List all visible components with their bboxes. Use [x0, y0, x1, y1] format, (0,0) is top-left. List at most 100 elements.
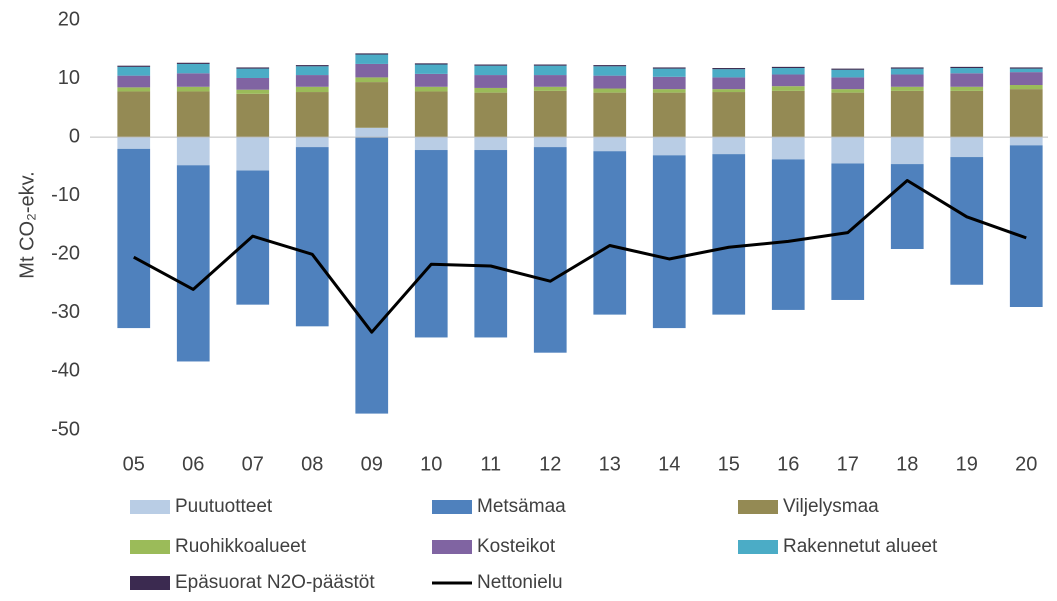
bar — [533, 86, 567, 91]
legend-label: Rakennetut alueet — [783, 536, 938, 557]
bar — [295, 86, 329, 93]
bar — [355, 127, 389, 138]
bar — [117, 91, 151, 138]
bar — [474, 87, 508, 93]
bar — [593, 75, 627, 89]
bar — [176, 62, 210, 64]
bar — [533, 65, 567, 76]
bar — [712, 154, 746, 315]
bar — [771, 74, 805, 87]
bar — [1009, 68, 1043, 73]
bar — [414, 91, 448, 138]
bar — [950, 137, 984, 158]
legend-label: Kosteikot — [477, 536, 556, 557]
x-tick-label: 12 — [539, 453, 561, 475]
bar — [1009, 89, 1043, 138]
y-tick-label: -10 — [51, 184, 80, 206]
bar — [652, 92, 686, 138]
bar — [1009, 85, 1043, 90]
y-tick-label: 20 — [58, 8, 80, 30]
bar — [176, 73, 210, 87]
bar — [890, 164, 924, 250]
bar — [593, 151, 627, 315]
legend-swatch — [130, 500, 170, 514]
bar — [652, 137, 686, 156]
x-tick-label: 14 — [658, 453, 680, 475]
legend-label: Puutuotteet — [175, 496, 273, 517]
bar — [533, 64, 567, 66]
bar — [890, 74, 924, 87]
bar — [117, 87, 151, 92]
x-tick-label: 07 — [242, 453, 264, 475]
x-tick-label: 20 — [1015, 453, 1037, 475]
bar — [712, 77, 746, 90]
bar — [652, 76, 686, 90]
bar — [176, 91, 210, 138]
bar — [355, 54, 389, 64]
bar — [712, 137, 746, 155]
bar — [414, 63, 448, 65]
x-tick-label: 15 — [718, 453, 740, 475]
y-axis-label: Mt CO₂-ekv. — [16, 171, 38, 278]
x-tick-label: 05 — [123, 453, 145, 475]
y-tick-label: -20 — [51, 243, 80, 265]
legend-label: Epäsuorat N2O-päästöt — [175, 572, 375, 593]
y-tick-label: -30 — [51, 301, 80, 323]
bar — [593, 137, 627, 152]
bar — [355, 137, 389, 414]
bar — [950, 68, 984, 74]
bar — [712, 92, 746, 138]
bar — [831, 69, 865, 78]
x-tick-label: 16 — [777, 453, 799, 475]
bar — [355, 53, 389, 55]
bar — [533, 90, 567, 138]
x-tick-label: 17 — [837, 453, 859, 475]
bar — [950, 66, 984, 69]
bar — [414, 73, 448, 87]
bar — [474, 64, 508, 66]
bar — [236, 77, 270, 90]
bar — [652, 89, 686, 93]
y-tick-label: -50 — [51, 418, 80, 440]
bar — [295, 65, 329, 67]
bar — [1009, 67, 1043, 69]
bar — [474, 75, 508, 88]
bar — [890, 67, 924, 69]
bar — [414, 150, 448, 338]
bar — [295, 75, 329, 87]
bar — [771, 159, 805, 310]
legend-swatch — [130, 576, 170, 590]
y-tick-label: 0 — [69, 125, 80, 147]
bar — [236, 137, 270, 171]
bar — [771, 86, 805, 91]
x-tick-label: 10 — [420, 453, 442, 475]
bar — [831, 92, 865, 138]
bar — [176, 165, 210, 362]
legend-swatch — [738, 500, 778, 514]
bar — [712, 69, 746, 78]
bar — [295, 147, 329, 327]
bar — [117, 66, 151, 76]
legend-label: Ruohikkoalueet — [175, 536, 307, 557]
bar — [236, 68, 270, 78]
legend-swatch — [130, 540, 170, 554]
bar — [712, 89, 746, 93]
bar — [771, 90, 805, 138]
bar — [831, 137, 865, 164]
bar — [890, 86, 924, 91]
bar — [533, 137, 567, 148]
bar — [831, 89, 865, 93]
bar — [831, 77, 865, 90]
bar — [474, 137, 508, 151]
bar — [533, 147, 567, 353]
bar — [295, 66, 329, 76]
legend-swatch — [432, 540, 472, 554]
legend-label: Metsämaa — [477, 496, 566, 517]
legend-swatch — [432, 500, 472, 514]
bar — [117, 65, 151, 67]
bar — [176, 63, 210, 74]
bar — [1009, 145, 1043, 307]
bar — [414, 64, 448, 74]
bar — [593, 92, 627, 138]
